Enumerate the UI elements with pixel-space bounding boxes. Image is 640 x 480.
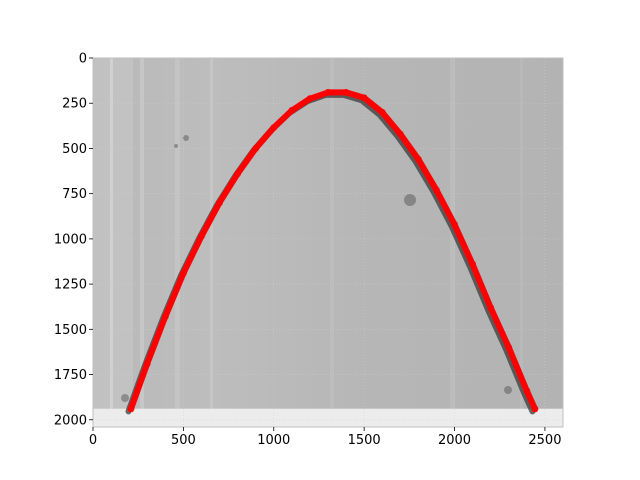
data-point [360, 94, 368, 102]
x-tick-label: 2500 [528, 433, 561, 448]
photo-streak [175, 58, 180, 409]
photo-blotch [504, 386, 512, 394]
photo-highlight [93, 58, 133, 409]
y-tick-label: 1000 [54, 232, 87, 247]
photo-streak [110, 58, 113, 409]
grid [92, 57, 563, 427]
data-point [216, 199, 223, 207]
data-point [378, 108, 386, 116]
photo-streak [210, 58, 213, 409]
x-axis: 0 500 1000 1500 2000 2500 [89, 427, 561, 448]
photo-streak [330, 58, 334, 409]
data-point [179, 269, 187, 277]
x-tick-label: 1000 [257, 433, 290, 448]
data-point [234, 170, 242, 178]
photo-blotch [404, 194, 416, 206]
photo-surface [93, 58, 563, 409]
data-point [414, 155, 422, 163]
photo-blotch [174, 144, 178, 148]
photo-streak [520, 58, 523, 409]
x-tick-label: 1500 [348, 433, 381, 448]
series-line [128, 89, 538, 412]
y-tick-label: 1750 [54, 368, 87, 383]
y-tick-label: 2000 [54, 413, 87, 428]
y-tick-label: 750 [62, 187, 87, 202]
data-point [324, 88, 332, 96]
data-point [161, 313, 169, 321]
y-tick-label: 1500 [54, 323, 87, 338]
x-tick-label: 0 [89, 433, 97, 448]
data-point [451, 221, 458, 228]
photo-blotch [183, 135, 189, 141]
plot-area-frame [92, 57, 564, 428]
data-point [198, 232, 205, 240]
data-point [505, 344, 513, 351]
data-point [306, 95, 314, 103]
y-tick-label: 0 [79, 52, 87, 67]
data-point [288, 107, 296, 114]
image-margin-strip [93, 408, 563, 427]
y-axis: 0 250 500 750 1000 1250 1500 1750 2000 [54, 52, 93, 428]
data-point [143, 360, 151, 368]
y-tick-label: 1250 [54, 278, 87, 293]
x-tick-label: 500 [171, 433, 196, 448]
data-point [127, 405, 135, 413]
background-photo [93, 58, 563, 409]
y-tick-label: 250 [62, 97, 87, 112]
data-trace [125, 88, 539, 415]
data-point [469, 260, 477, 268]
photo-streak [140, 58, 144, 409]
photo-blotch [121, 394, 129, 402]
x-tick-label: 2000 [438, 433, 471, 448]
data-point [270, 124, 278, 132]
data-point [531, 405, 539, 413]
data-point [487, 304, 495, 312]
data-point [342, 88, 350, 96]
y-tick-label: 500 [62, 142, 87, 157]
data-point [396, 130, 404, 138]
data-point [252, 145, 260, 152]
data-point [523, 387, 531, 395]
data-point [433, 186, 440, 194]
